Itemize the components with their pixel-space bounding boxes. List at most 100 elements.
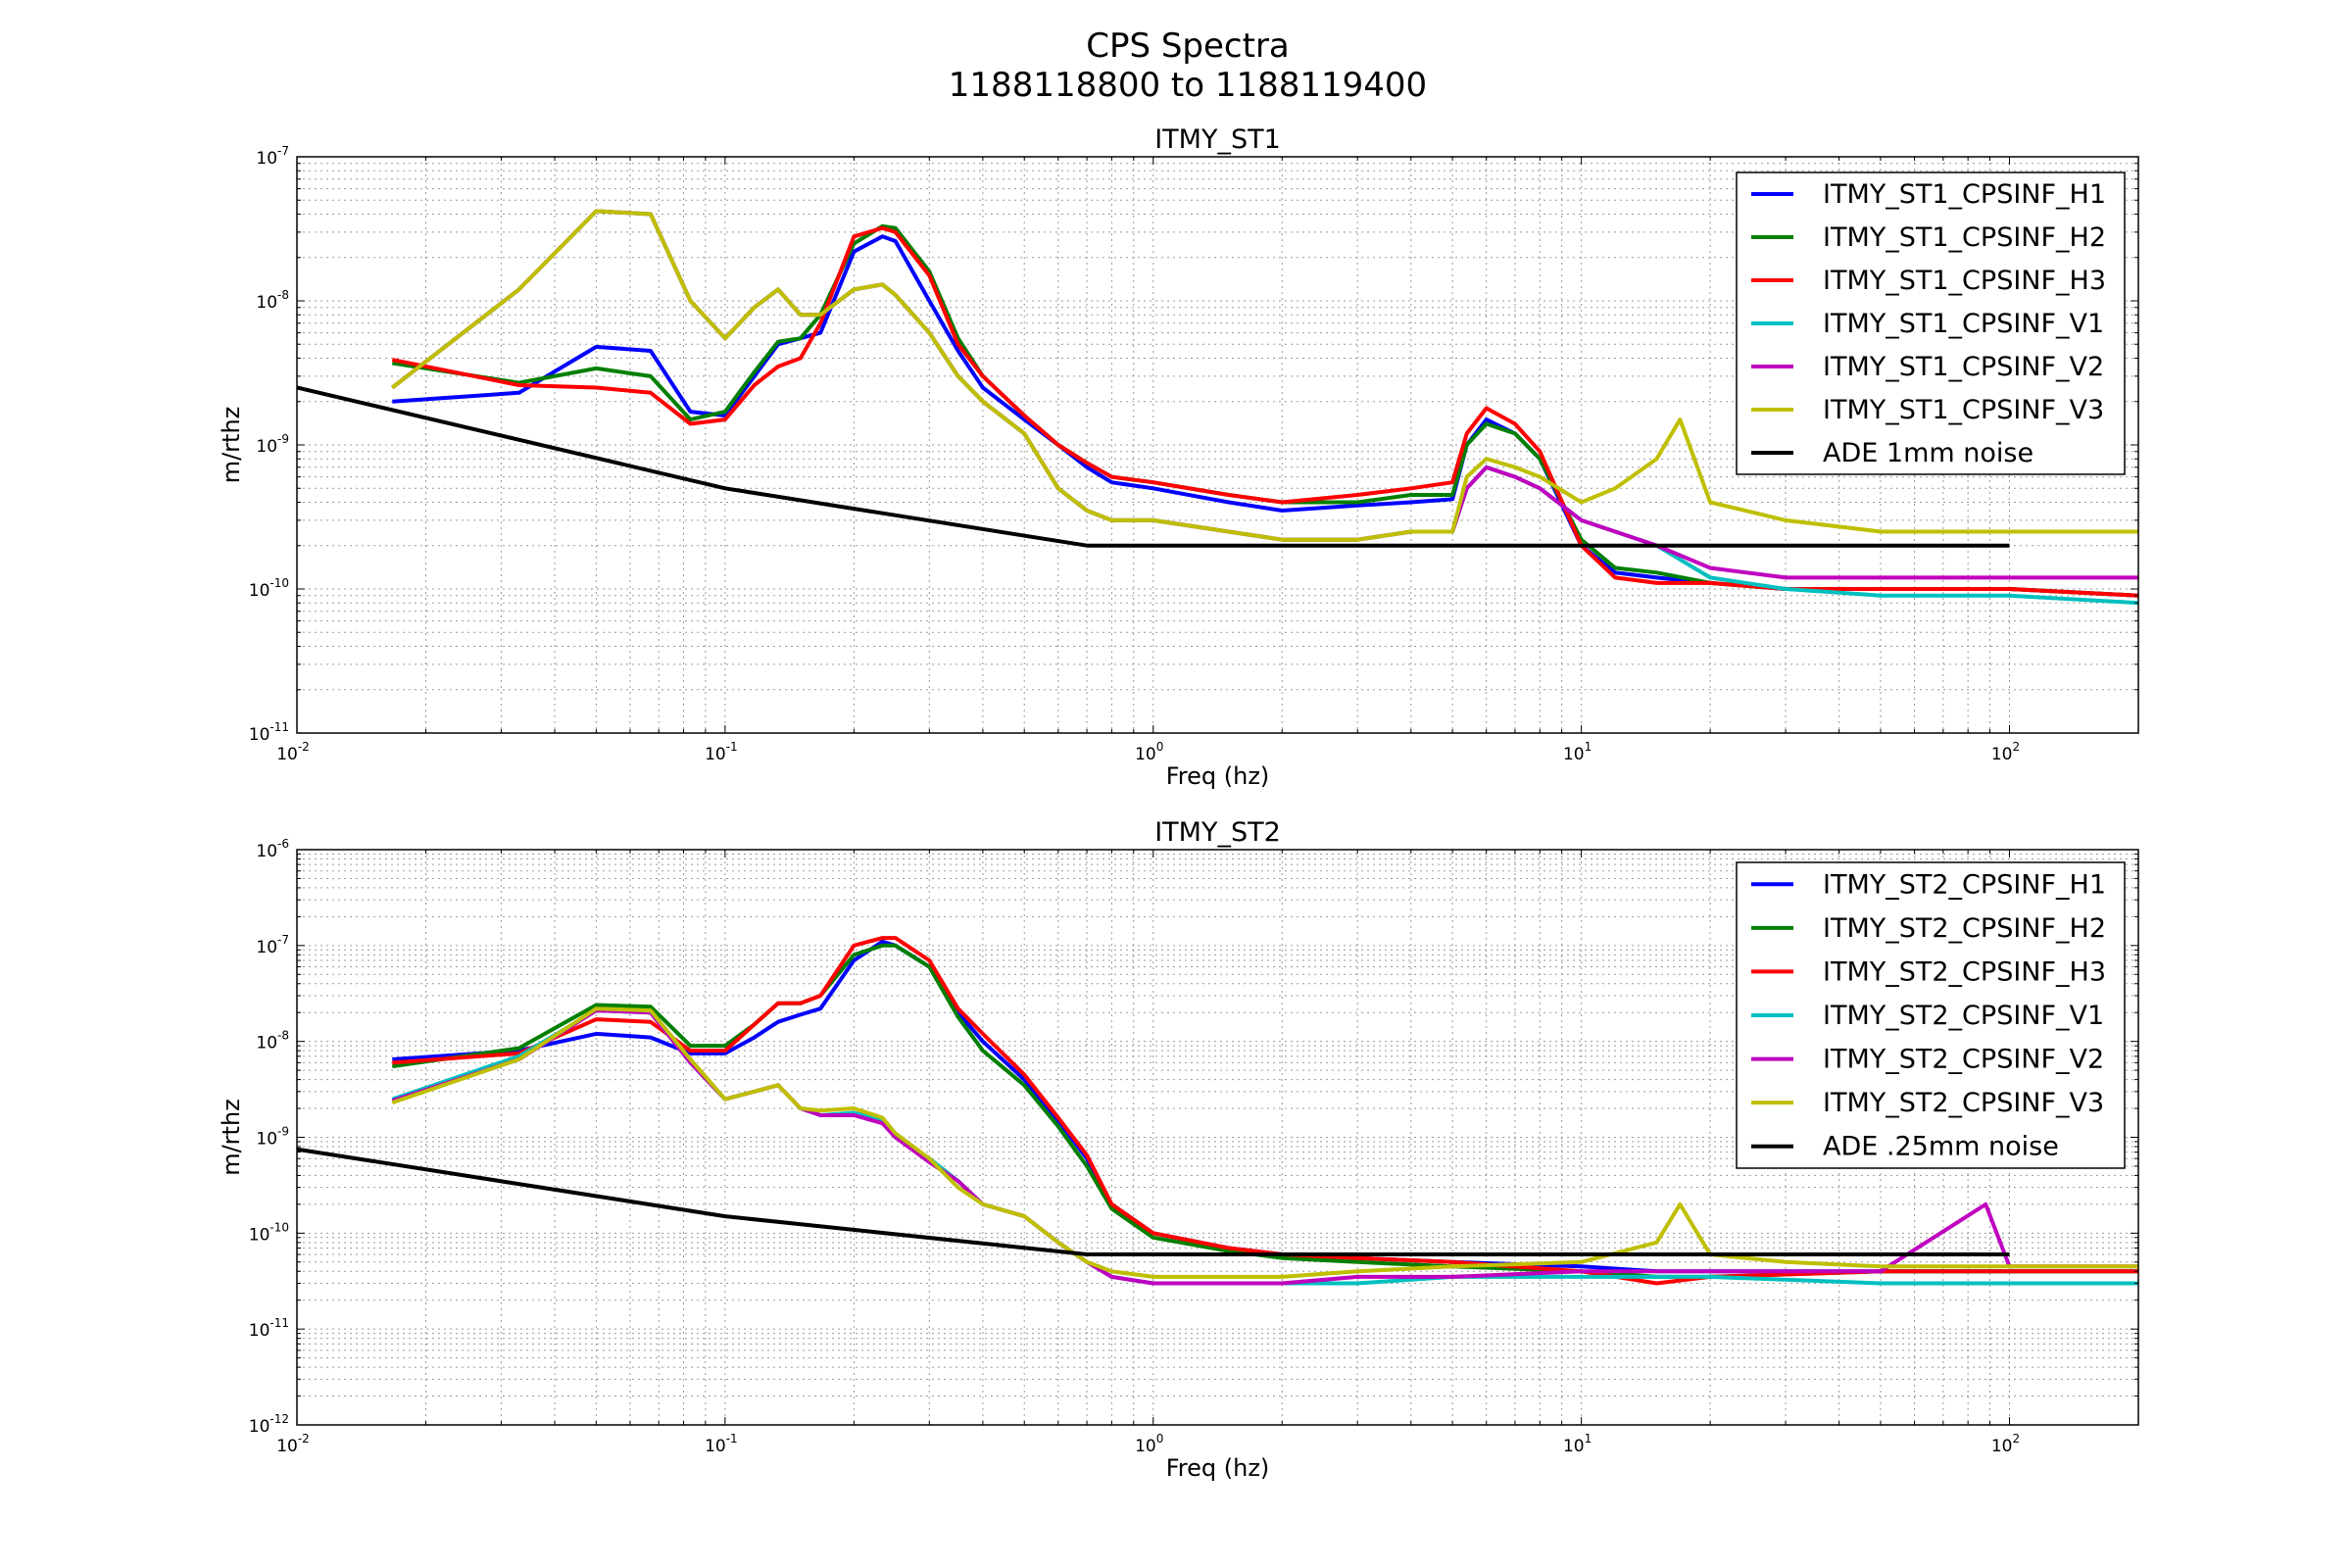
legend-box [1736, 861, 2126, 1169]
y-tick-base: 10 [256, 1034, 277, 1054]
x-tick-exponent: -2 [298, 1432, 310, 1446]
y-tick-exponent: -7 [277, 144, 289, 158]
x-tick-label: 101 [1563, 1432, 1592, 1456]
x-axis-label: Freq (hz) [1166, 1454, 1270, 1482]
y-tick-exponent: -11 [270, 1316, 289, 1330]
series-line-itmy-st1-cpsinf-h1 [392, 234, 2138, 598]
legend-label-itmy-st2-cpsinf-h1: ITMY_ST2_CPSINF_H1 [1823, 869, 2106, 900]
tick-marks [296, 157, 2139, 734]
y-axis-label: m/rthz [218, 407, 245, 484]
series-line-itmy-st2-cpsinf-h1 [392, 939, 2138, 1274]
x-tick-base: 10 [1563, 1437, 1585, 1456]
legend-label-itmy-st2-cpsinf-h2: ITMY_ST2_CPSINF_H2 [1823, 913, 2106, 944]
subplot-itmy-st2: 10-2 10-1 100 101 10210-1210-1110-1010-910-8… [218, 817, 2139, 1482]
x-tick-label: 102 [1991, 1432, 2020, 1456]
y-tick-exponent: -10 [270, 1220, 289, 1234]
y-tick-label: 10-11 [249, 720, 289, 745]
series-line-itmy-st1-cpsinf-h3 [391, 225, 2138, 598]
x-tick-base: 10 [1563, 745, 1585, 764]
x-tick-exponent: -1 [726, 740, 738, 754]
legend-label-ade-1mm-noise: ADE 1mm noise [1823, 438, 2034, 468]
x-tick-label: 10-1 [705, 1432, 738, 1456]
y-tick-base: 10 [249, 1417, 270, 1437]
y-tick-exponent: -10 [270, 576, 289, 590]
legend-label-itmy-st1-cpsinf-h2: ITMY_ST1_CPSINF_H2 [1823, 222, 2106, 253]
legend-box [1736, 172, 2126, 475]
y-tick-base: 10 [249, 581, 270, 601]
x-tick-exponent: 1 [1585, 1432, 1592, 1446]
y-tick-label: 10-8 [256, 1029, 289, 1054]
y-tick-label: 10-7 [256, 144, 289, 169]
legend-label-itmy-st1-cpsinf-h1: ITMY_ST1_CPSINF_H1 [1823, 179, 2106, 210]
legend-label-itmy-st1-cpsinf-h3: ITMY_ST1_CPSINF_H3 [1823, 266, 2106, 296]
series-group [297, 209, 2138, 606]
legend-label-itmy-st2-cpsinf-h3: ITMY_ST2_CPSINF_H3 [1823, 956, 2106, 987]
series-line-ade-1mm-noise [297, 385, 2010, 548]
x-tick-base: 10 [1135, 1437, 1156, 1456]
y-tick-base: 10 [256, 842, 277, 861]
y-tick-label: 10-7 [256, 933, 289, 957]
legend-label-itmy-st2-cpsinf-v1: ITMY_ST2_CPSINF_V1 [1823, 1001, 2104, 1031]
figure-title-line2: 1188118800 to 1188119400 [949, 66, 1427, 105]
y-tick-exponent: -9 [277, 432, 289, 446]
x-tick-base: 10 [1991, 1437, 2013, 1456]
legend: ITMY_ST2_CPSINF_H1 ITMY_ST2_CPSINF_H2 ITMY… [1736, 861, 2126, 1169]
x-axis-label: Freq (hz) [1166, 762, 1270, 790]
y-tick-base: 10 [256, 1130, 277, 1150]
y-tick-label: 10-10 [249, 1220, 289, 1245]
x-tick-base: 10 [1991, 745, 2013, 764]
legend: ITMY_ST1_CPSINF_H1 ITMY_ST1_CPSINF_H2 ITMY… [1736, 172, 2126, 475]
series-line-itmy-st2-cpsinf-v3 [391, 1006, 2138, 1279]
y-tick-exponent: -7 [277, 933, 289, 947]
x-tick-exponent: 0 [1156, 740, 1164, 754]
y-tick-exponent: -6 [277, 837, 289, 851]
x-tick-label: 10-2 [276, 1432, 310, 1456]
series-line-itmy-st1-cpsinf-v3 [391, 209, 2138, 542]
legend-label-itmy-st1-cpsinf-v3: ITMY_ST1_CPSINF_V3 [1823, 395, 2104, 425]
x-tick-base: 10 [276, 745, 298, 764]
x-tick-label: 101 [1563, 740, 1592, 764]
x-tick-exponent: -2 [298, 740, 310, 754]
y-tick-exponent: -8 [277, 288, 289, 302]
y-tick-label: 10-11 [249, 1316, 289, 1341]
y-tick-base: 10 [249, 1225, 270, 1245]
x-tick-exponent: -1 [726, 1432, 738, 1446]
y-tick-exponent: -9 [277, 1125, 289, 1139]
x-tick-base: 10 [705, 1437, 726, 1456]
x-tick-base: 10 [276, 1437, 298, 1456]
x-tick-base: 10 [1135, 745, 1156, 764]
x-tick-label: 100 [1135, 740, 1163, 764]
y-tick-label: 10-10 [249, 576, 289, 601]
series-line-ade-25mm-noise [297, 1147, 2010, 1256]
x-tick-base: 10 [705, 745, 726, 764]
y-tick-base: 10 [256, 149, 277, 169]
x-tick-label: 102 [1991, 740, 2020, 764]
x-tick-exponent: 2 [2012, 740, 2020, 754]
y-tick-base: 10 [256, 293, 277, 313]
x-tick-exponent: 0 [1156, 1432, 1164, 1446]
figure-title-line1: CPS Spectra [1086, 26, 1290, 66]
x-tick-label: 10-1 [705, 740, 738, 764]
legend-label-itmy-st2-cpsinf-v3: ITMY_ST2_CPSINF_V3 [1823, 1088, 2104, 1118]
y-tick-label: 10-12 [249, 1412, 289, 1437]
tick-marks [296, 850, 2139, 1426]
y-axis-label: m/rthz [218, 1099, 245, 1176]
legend-label-itmy-st1-cpsinf-v1: ITMY_ST1_CPSINF_V1 [1823, 309, 2104, 339]
y-tick-label: 10-8 [256, 288, 289, 313]
y-tick-label: 10-9 [256, 432, 289, 457]
subplot-title: ITMY_ST2 [1154, 817, 1281, 848]
legend-label-ade-25mm-noise: ADE .25mm noise [1823, 1132, 2059, 1162]
y-tick-exponent: -11 [270, 720, 289, 734]
y-tick-exponent: -12 [270, 1412, 289, 1426]
y-tick-base: 10 [256, 938, 277, 957]
y-tick-label: 10-6 [256, 837, 289, 861]
x-tick-label: 100 [1135, 1432, 1163, 1456]
legend-label-itmy-st1-cpsinf-v2: ITMY_ST1_CPSINF_V2 [1823, 352, 2104, 382]
y-tick-base: 10 [249, 725, 270, 745]
y-tick-base: 10 [256, 437, 277, 457]
x-tick-exponent: 1 [1585, 740, 1592, 754]
subplot-title: ITMY_ST1 [1154, 124, 1281, 155]
